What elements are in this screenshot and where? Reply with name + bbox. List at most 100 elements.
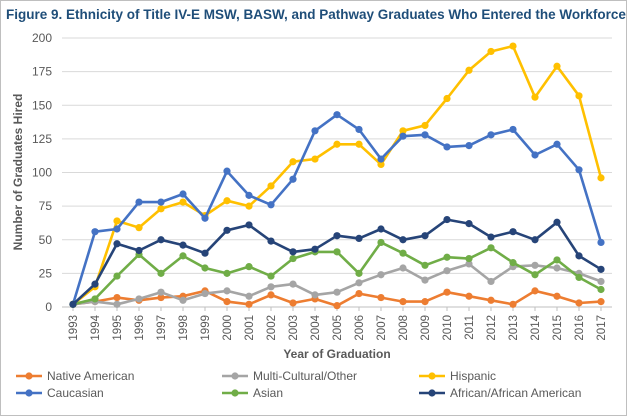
- data-point: [223, 167, 231, 175]
- data-point: [333, 248, 341, 256]
- data-point: [487, 277, 495, 286]
- data-point: [509, 300, 517, 308]
- data-point: [179, 198, 187, 206]
- data-point: [245, 300, 253, 308]
- data-point: [289, 299, 297, 307]
- data-point: [91, 228, 99, 236]
- data-point: [223, 226, 231, 234]
- data-point: [113, 240, 121, 248]
- x-axis-label: Year of Graduation: [283, 347, 390, 361]
- data-point: [575, 92, 583, 100]
- series-5: [69, 215, 605, 308]
- data-point: [245, 191, 253, 199]
- data-point: [289, 248, 297, 256]
- data-point: [509, 42, 517, 50]
- data-point: [487, 296, 495, 304]
- data-point: [421, 232, 429, 240]
- x-tick-label: 2016: [574, 315, 586, 341]
- data-point: [355, 140, 363, 148]
- data-point: [509, 228, 517, 236]
- data-point: [465, 260, 473, 268]
- data-point: [157, 198, 165, 206]
- legend-swatch-marker: [25, 389, 33, 397]
- y-tick-label: 75: [39, 199, 53, 213]
- data-point: [201, 214, 209, 222]
- data-point: [531, 271, 539, 279]
- data-point: [267, 237, 275, 245]
- y-axis-label: Number of Graduates Hired: [11, 94, 25, 251]
- data-point: [245, 202, 253, 210]
- legend-label: Asian: [253, 386, 283, 400]
- data-point: [421, 121, 429, 130]
- legend-item: Multi-Cultural/Other: [222, 369, 357, 383]
- y-tick-label: 200: [32, 31, 52, 45]
- data-point: [289, 280, 297, 288]
- data-point: [597, 298, 605, 306]
- legend-label: Hispanic: [450, 369, 496, 383]
- x-tick-label: 2014: [530, 314, 542, 340]
- data-point: [267, 201, 275, 209]
- data-point: [245, 292, 253, 300]
- x-tick-label: 2012: [486, 315, 498, 341]
- x-tick-label: 2003: [288, 315, 300, 341]
- data-point: [553, 256, 561, 264]
- x-tick-label: 2010: [442, 315, 454, 341]
- data-point: [311, 155, 319, 163]
- data-point: [597, 265, 605, 273]
- data-point: [443, 253, 451, 261]
- x-tick-label: 2005: [332, 315, 344, 341]
- x-tick-label: 1998: [178, 315, 190, 341]
- x-tick-label: 2008: [398, 315, 410, 341]
- data-point: [223, 197, 231, 205]
- data-point: [223, 298, 231, 306]
- x-tick-label: 2001: [244, 315, 256, 341]
- data-point: [135, 198, 143, 206]
- data-point: [267, 182, 275, 190]
- data-point: [333, 288, 341, 296]
- x-tick-label: 1996: [134, 315, 146, 341]
- data-point: [399, 132, 407, 140]
- y-tick-label: 25: [39, 266, 53, 280]
- legend-swatch-marker: [25, 372, 33, 380]
- data-point: [443, 267, 451, 275]
- data-point: [333, 111, 341, 119]
- data-point: [487, 47, 495, 56]
- data-point: [421, 261, 429, 269]
- data-point: [267, 291, 275, 299]
- data-point: [135, 224, 143, 232]
- data-point: [355, 289, 363, 298]
- data-point: [157, 293, 165, 302]
- data-point: [201, 289, 209, 298]
- data-point: [465, 254, 473, 263]
- data-point: [113, 272, 121, 280]
- legend-item: Hispanic: [419, 369, 496, 383]
- data-point: [223, 269, 231, 277]
- legend-swatch-marker: [231, 372, 239, 380]
- data-point: [399, 298, 407, 306]
- data-point: [377, 238, 385, 247]
- data-point: [113, 293, 121, 302]
- data-point: [575, 166, 583, 174]
- x-tick-label: 2002: [266, 315, 278, 341]
- data-point: [575, 252, 583, 260]
- legend-swatch-marker: [428, 389, 436, 397]
- data-point: [443, 215, 451, 224]
- data-point: [289, 158, 297, 166]
- x-tick-label: 1994: [90, 314, 102, 340]
- x-tick-labels: 1993 1994 1995 1996 1997 1998 1999 2000 2001 2002…: [68, 307, 608, 341]
- data-point: [355, 269, 363, 277]
- data-point: [179, 252, 187, 260]
- x-tick-label: 2000: [222, 315, 234, 341]
- data-point: [553, 62, 561, 70]
- x-tick-label: 2007: [376, 315, 388, 341]
- x-tick-label: 1995: [112, 315, 124, 341]
- data-point: [575, 273, 583, 282]
- data-point: [113, 225, 121, 233]
- data-point: [597, 277, 605, 286]
- x-tick-label: 2004: [310, 314, 322, 340]
- data-point: [267, 272, 275, 280]
- data-point: [377, 155, 385, 163]
- legend-item: Asian: [222, 386, 283, 400]
- data-point: [443, 288, 451, 296]
